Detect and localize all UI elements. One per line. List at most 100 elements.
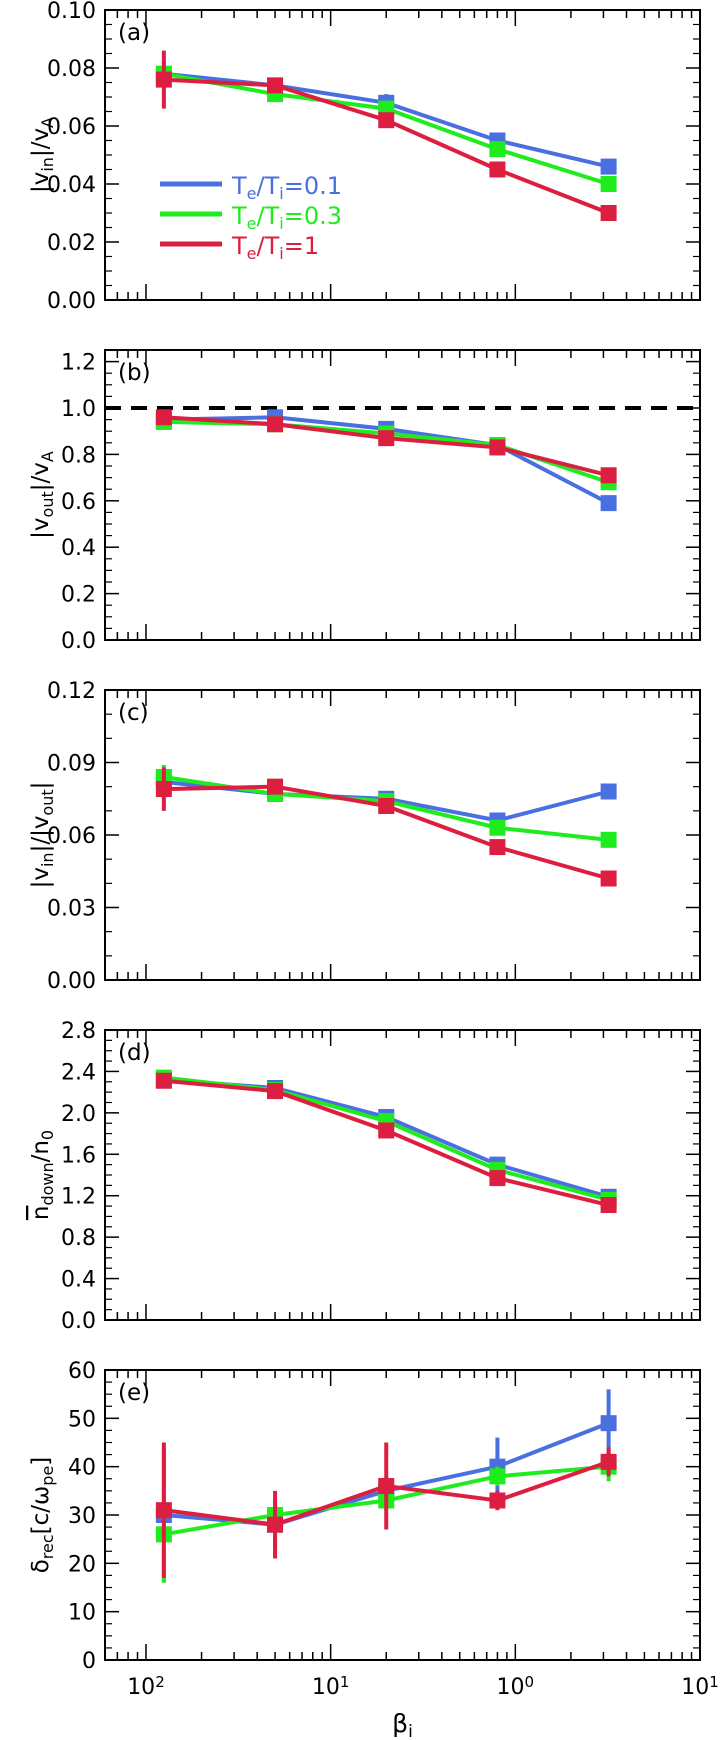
data-point (489, 819, 506, 836)
legend-entry: Te/Ti=1 (231, 232, 319, 263)
data-point (267, 77, 284, 94)
y-tick-label: 0.06 (47, 115, 96, 140)
x-tick-label: 101 (312, 1673, 350, 1700)
y-tick-label: 0 (82, 1649, 96, 1674)
y-tick-label: 0.02 (47, 231, 96, 256)
y-tick-label: 0.03 (47, 897, 96, 922)
x-tick-label: 102 (127, 1673, 165, 1700)
data-point (489, 1170, 506, 1187)
data-point (489, 1492, 506, 1509)
y-tick-label: 0.4 (61, 536, 96, 561)
y-tick-label: 0.4 (61, 1268, 96, 1293)
legend: Te/Ti=0.1Te/Ti=0.3Te/Ti=1 (160, 172, 342, 263)
panel-frame (104, 1029, 701, 1321)
y-tick-label: 0.0 (61, 629, 96, 654)
data-point (378, 1478, 395, 1494)
data-point (155, 781, 172, 798)
y-tick-label: 0.00 (47, 289, 96, 314)
legend-entry: Te/Ti=0.1 (231, 172, 342, 203)
y-tick-label: 0.2 (61, 583, 96, 608)
y-tick-label: 10 (68, 1601, 96, 1626)
panel-frame (104, 9, 701, 301)
y-tick-label: 1.2 (61, 351, 96, 376)
series-line (163, 71, 610, 186)
panel-tag: (a) (118, 20, 150, 46)
data-point (489, 839, 506, 856)
y-tick-label: 1.2 (61, 1185, 96, 1210)
legend-entry: Te/Ti=0.3 (231, 202, 342, 233)
data-point (600, 870, 617, 887)
panel-a: 0.00 0.02 0.04 0.06 0.08 0.10 (a) |vin|/vA Te/Ti… (28, 0, 701, 314)
y-tick-label: 30 (68, 1504, 96, 1529)
data-point (378, 112, 395, 129)
series-te-ti-1 (155, 50, 617, 221)
data-point (489, 161, 506, 178)
y-tick-label: 2.8 (61, 1019, 96, 1044)
x-axis: 102 101 100 101 βi (127, 1673, 719, 1740)
data-point (267, 1516, 284, 1533)
data-point (378, 1122, 395, 1139)
y-tick-label: 1.0 (61, 397, 96, 422)
data-point (600, 1453, 617, 1470)
y-tick-label: 40 (68, 1456, 96, 1481)
y-tick-label: 0.8 (61, 1226, 96, 1251)
panel-tag: (c) (118, 700, 149, 726)
series-te-ti-0-3 (155, 1069, 617, 1208)
data-point (489, 141, 506, 158)
y-axis-label: δrec[c/ωpe] (28, 1457, 57, 1574)
data-point (378, 798, 395, 814)
series-te-ti-1 (155, 1072, 617, 1214)
panel-tag: (b) (118, 360, 151, 386)
y-axis-label: |vout|/vA (28, 451, 57, 539)
y-axis-label: |vin|/|vout| (28, 782, 57, 889)
panel-tag: (e) (118, 1380, 150, 1406)
series-te-ti-1 (155, 1442, 617, 1578)
data-point (600, 1197, 617, 1214)
x-tick-label: 100 (497, 1673, 535, 1700)
y-tick-label: 1.6 (61, 1143, 96, 1168)
data-point (600, 783, 617, 800)
data-point (155, 71, 172, 88)
data-point (600, 467, 617, 484)
y-axis-label: |vin|/vA (28, 117, 57, 193)
series-line (163, 1078, 610, 1207)
data-point (378, 430, 395, 447)
data-point (489, 439, 506, 456)
panel-d: 0.0 0.4 0.8 1.2 1.6 2.0 2.4 2.8 (d) ndown/n0 (28, 1019, 701, 1334)
y-tick-label: 0.09 (47, 752, 96, 777)
data-point (600, 831, 617, 848)
data-point (600, 158, 617, 175)
y-tick-label: 0.10 (47, 0, 96, 24)
data-point (267, 416, 284, 433)
panel-frame (104, 349, 701, 641)
data-point (600, 205, 617, 221)
y-tick-label: 0.6 (61, 490, 96, 515)
data-point (600, 1415, 617, 1432)
panel-tag: (d) (118, 1040, 151, 1066)
x-tick-label: 101 (681, 1673, 719, 1700)
data-point (155, 409, 172, 426)
panel-c: 0.00 0.03 0.06 0.09 0.12 (c) |vin|/|vout| (28, 679, 701, 994)
y-tick-label: 0.06 (47, 824, 96, 849)
y-tick-label: 0.04 (47, 173, 96, 198)
data-point (155, 1072, 172, 1089)
data-point (600, 495, 617, 512)
x-axis-label: βi (392, 1709, 413, 1740)
y-tick-label: 20 (68, 1552, 96, 1577)
data-point (600, 176, 617, 192)
data-point (267, 1083, 284, 1100)
y-tick-label: 0.0 (61, 1309, 96, 1334)
y-axis-label: ndown/n0 (28, 1130, 57, 1220)
data-point (489, 1468, 506, 1485)
panel-e: 0 10 20 30 40 50 60 (e) δrec[c/ωpe] (28, 1359, 701, 1674)
y-tick-label: 50 (68, 1407, 96, 1432)
y-tick-label: 0.8 (61, 443, 96, 468)
y-tick-label: 0.00 (47, 969, 96, 994)
panel-b: 0.0 0.2 0.4 0.6 0.8 1.0 1.2 (b) |vout|/vA (28, 349, 701, 654)
series-te-ti-1 (155, 409, 617, 484)
data-point (155, 1502, 172, 1519)
y-tick-label: 2.0 (61, 1102, 96, 1127)
y-tick-label: 60 (68, 1359, 96, 1384)
y-tick-label: 2.4 (61, 1060, 96, 1085)
